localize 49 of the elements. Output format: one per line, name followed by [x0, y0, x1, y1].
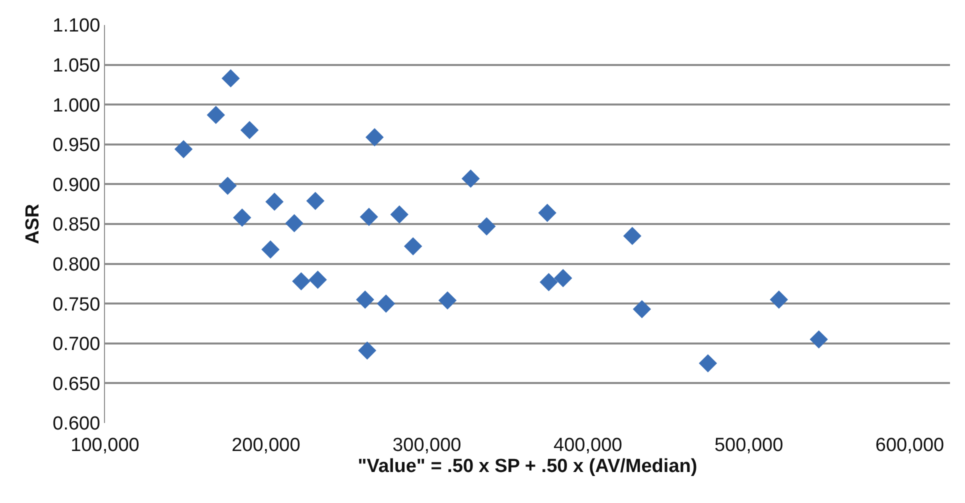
point	[174, 140, 193, 158]
y-tick-label: 0.750	[52, 294, 100, 316]
y-tick-label: 1.050	[52, 55, 100, 76]
point	[240, 120, 259, 140]
point	[356, 290, 374, 309]
y-tick-label: 0.950	[52, 135, 100, 156]
point	[285, 214, 304, 232]
point	[698, 354, 718, 372]
point	[222, 69, 240, 88]
point	[206, 106, 225, 124]
point	[261, 240, 280, 259]
y-tick-label: 0.600	[52, 414, 100, 435]
point	[218, 176, 237, 195]
y-tick-label: 1.100	[52, 16, 100, 37]
point	[810, 330, 828, 349]
y-tick-label: 0.800	[52, 254, 100, 276]
point	[770, 290, 788, 309]
point	[306, 192, 324, 210]
x-tick-label: 400,000	[554, 435, 622, 456]
point	[478, 217, 496, 236]
point	[233, 208, 252, 227]
y-tick-label: 0.850	[52, 214, 100, 236]
y-tick-label: 0.700	[52, 334, 100, 356]
point	[404, 237, 422, 256]
y-tick-label: 1.000	[52, 95, 100, 116]
x-tick-label: 600,000	[875, 435, 944, 456]
point	[538, 204, 556, 222]
point	[360, 208, 378, 226]
point	[462, 170, 480, 188]
x-tick-label: 300,000	[392, 435, 462, 456]
x-tick-label: 200,000	[232, 435, 300, 456]
point	[623, 226, 642, 246]
point	[540, 273, 558, 292]
y-tick-label: 0.650	[52, 374, 100, 395]
point	[265, 192, 284, 211]
y-tick-label: 0.900	[52, 174, 100, 196]
y-axis-title: ASR	[22, 204, 44, 244]
point	[554, 269, 572, 288]
point	[366, 128, 384, 146]
x-tick-label: 100,000	[70, 435, 140, 456]
point	[358, 341, 376, 360]
x-axis-title: "Value" = .50 x SP + .50 x (AV/Median)	[358, 456, 698, 477]
point	[390, 205, 408, 224]
x-tick-label: 500,000	[714, 435, 784, 456]
point	[376, 294, 396, 313]
point	[438, 291, 457, 310]
point	[292, 272, 310, 290]
point	[632, 300, 652, 318]
point	[308, 270, 327, 289]
